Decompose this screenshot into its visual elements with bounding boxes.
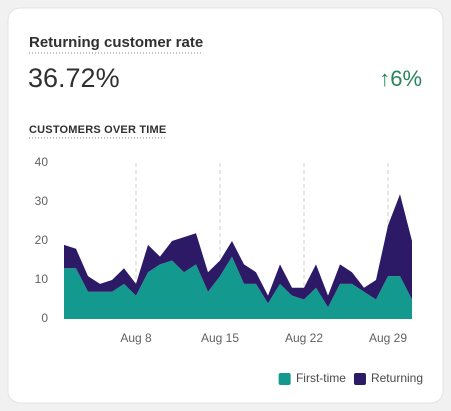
area	[64, 256, 412, 319]
y-tick-label: 40	[35, 155, 49, 169]
y-tick-label: 20	[35, 233, 49, 247]
area	[64, 194, 412, 308]
legend-swatch	[353, 373, 366, 385]
legend-label: First-time	[296, 371, 346, 385]
x-tick-label: Aug 8	[120, 331, 152, 345]
x-tick-label: Aug 22	[285, 331, 323, 345]
y-tick-label: 10	[35, 272, 49, 286]
change: ↑6%	[379, 66, 422, 91]
card-title[interactable]: Returning customer rate	[29, 34, 203, 51]
x-tick-label: Aug 29	[369, 331, 407, 345]
metric-value: 36.72%	[28, 63, 120, 93]
y-tick-label: 30	[35, 194, 49, 208]
legend-label: Returning	[371, 371, 423, 385]
y-tick-label: 0	[41, 311, 48, 325]
legend-swatch	[278, 373, 291, 385]
x-tick-label: Aug 15	[201, 331, 239, 345]
chart-title[interactable]: CUSTOMERS OVER TIME	[29, 124, 166, 136]
